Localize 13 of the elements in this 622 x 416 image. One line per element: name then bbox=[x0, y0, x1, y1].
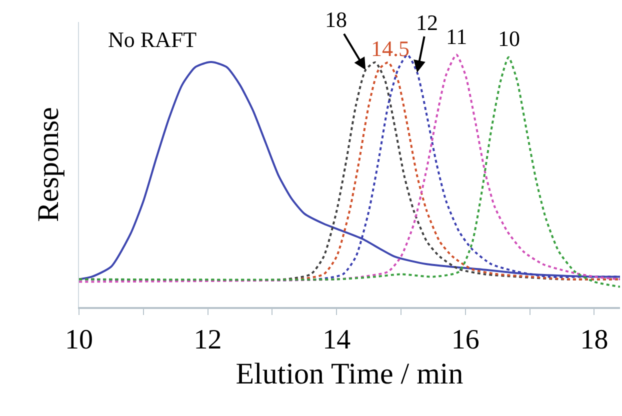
series-label: No RAFT bbox=[108, 27, 198, 52]
x-tick-label: 16 bbox=[451, 324, 480, 356]
series-label: 14.5 bbox=[371, 36, 410, 61]
x-tick-label: 12 bbox=[194, 324, 222, 356]
y-axis-title: Response bbox=[32, 107, 65, 222]
series-label: 10 bbox=[498, 26, 520, 51]
x-tick-label: 18 bbox=[580, 324, 608, 356]
x-tick-label: 10 bbox=[65, 324, 93, 356]
x-axis-title: Elution Time / min bbox=[236, 358, 464, 391]
series-label: 18 bbox=[325, 7, 347, 32]
series-label: 12 bbox=[416, 10, 438, 35]
x-tick-label: 14 bbox=[322, 324, 351, 356]
series-label: 11 bbox=[446, 24, 468, 49]
